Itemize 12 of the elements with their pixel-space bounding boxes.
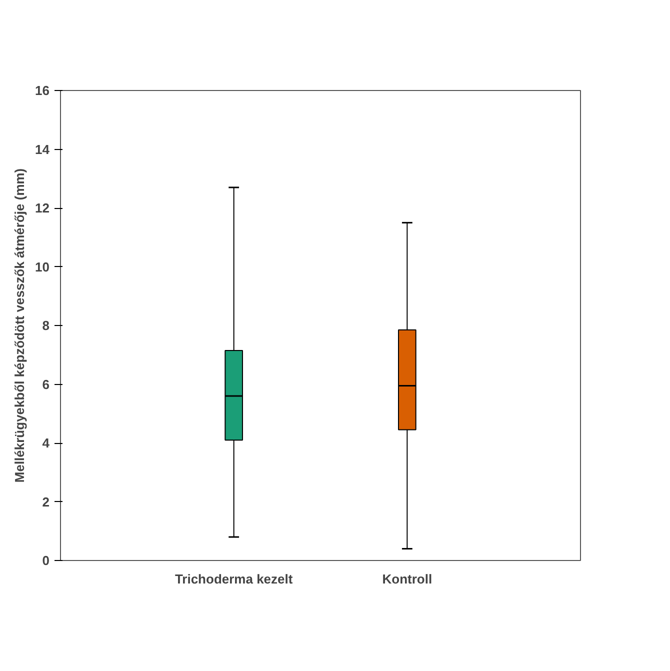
x-tick-label: Kontroll <box>382 572 432 586</box>
y-axis-title: Mellékrügyekből képződött vesszők átmérője (mm) <box>12 168 28 483</box>
y-tick-label: 2 <box>42 494 50 510</box>
y-tick-label: 16 <box>35 83 50 98</box>
y-tick-label: 12 <box>35 200 50 216</box>
y-tick-label: 8 <box>42 318 50 333</box>
y-tick-label: 6 <box>42 376 50 392</box>
y-tick-label: 4 <box>42 436 50 450</box>
y-tick-label: 0 <box>42 553 50 568</box>
y-tick-label: 10 <box>35 259 50 274</box>
x-tick-label: Trichoderma kezelt <box>174 572 294 586</box>
y-tick-label: 14 <box>35 142 50 157</box>
